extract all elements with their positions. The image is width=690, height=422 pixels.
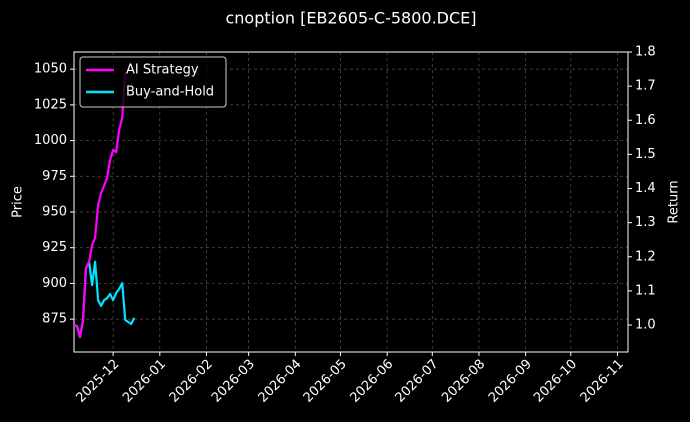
y-tick-label: 975 [42,169,67,184]
y-tick-label: 900 [42,276,67,291]
y-tick-label: 950 [42,205,67,220]
x-tick-label: 2026-06 [347,357,396,406]
y2-tick-label: 1.5 [635,147,656,162]
y-tick-label: 925 [42,240,67,255]
x-tick-label: 2026-10 [531,357,580,406]
y2-tick-label: 1.7 [635,79,656,94]
y2-tick-label: 1.4 [635,181,656,196]
y2-tick-label: 1.3 [635,215,656,230]
legend-label: AI Strategy [126,63,199,78]
legend-label: Buy-and-Hold [126,85,214,100]
y2-tick-label: 1.2 [635,249,656,264]
x-tick-label: 2026-05 [301,357,350,406]
y2-tick-label: 1.6 [635,113,656,128]
plot-frame [73,51,629,353]
x-tick-label: 2026-09 [486,357,535,406]
y-tick-label: 1050 [34,62,67,77]
y2-tick-label: 1.0 [635,318,656,333]
y2-tick-label: 1.8 [635,45,656,60]
x-tick-label: 2026-07 [393,357,442,406]
legend: AI Strategy Buy-and-Hold [79,56,227,108]
series-line [73,71,127,339]
y-tick-label: 875 [42,312,67,327]
y-tick-label: 1025 [34,97,67,112]
x-tick-label: 2026-11 [578,357,627,406]
x-tick-label: 2026-08 [439,357,488,406]
legend-box [79,56,227,108]
x-tick-label: 2026-03 [209,357,258,406]
x-tick-label: 2026-01 [120,357,169,406]
x-tick-label: 2025-12 [73,357,122,406]
y2-tick-label: 1.1 [635,283,656,298]
y2-axis-label: Return [667,180,682,223]
y-axis-label: Price [11,186,26,218]
x-tick-label: 2026-02 [167,357,216,406]
chart-title: cnoption [EB2605-C-5800.DCE] [225,9,476,28]
x-tick-label: 2026-04 [256,357,305,406]
y-tick-label: 1000 [34,133,67,148]
